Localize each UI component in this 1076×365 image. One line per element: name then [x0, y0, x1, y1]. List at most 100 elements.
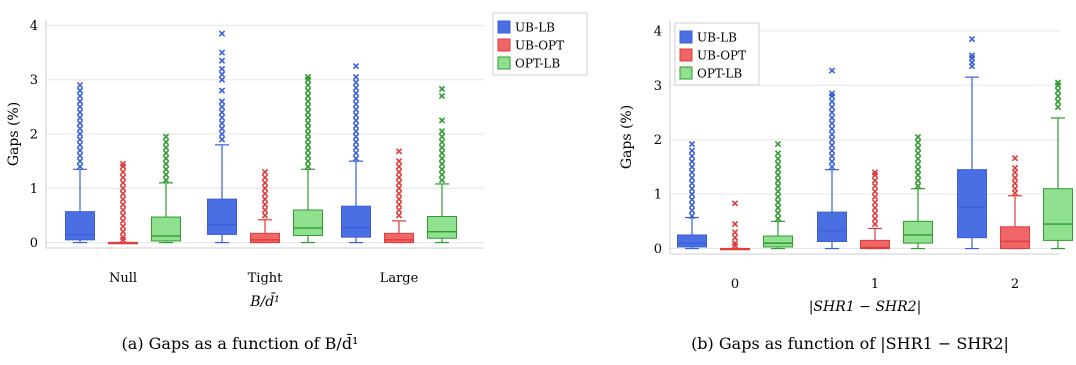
- box-iqr: [65, 211, 95, 241]
- outlier-point: [119, 201, 127, 208]
- outlier-point: [871, 204, 879, 211]
- outlier-point: [119, 185, 127, 192]
- outlier-point: [395, 206, 403, 214]
- outlier-point: [218, 65, 226, 73]
- outlier-point: [968, 35, 976, 43]
- box-opt-lb-0: [763, 140, 793, 250]
- outlier-point: [119, 179, 127, 187]
- outlier-point: [162, 144, 170, 151]
- outlier-point: [1011, 155, 1019, 162]
- outlier-point: [218, 103, 226, 111]
- box-iqr: [957, 169, 987, 239]
- box-ub-lb-2: [957, 35, 987, 250]
- outlier-point: [914, 177, 922, 184]
- outlier-point: [261, 206, 269, 214]
- outlier-point: [828, 141, 836, 149]
- box-ub-opt-1: [860, 169, 890, 250]
- outlier-point: [828, 109, 836, 116]
- legend-swatch-opt-lb: [497, 56, 511, 70]
- outlier-point: [774, 140, 782, 148]
- outlier-point: [352, 95, 360, 102]
- box-iqr: [341, 205, 371, 238]
- outlier-point: [119, 174, 127, 181]
- outlier-point: [76, 109, 84, 116]
- outlier-point: [304, 152, 312, 159]
- legend-label: UB-OPT: [515, 39, 564, 53]
- box-ub-opt-null: [108, 160, 138, 245]
- box-ub-opt-0: [720, 200, 750, 251]
- outlier-point: [218, 98, 226, 105]
- box-opt-lb-large: [427, 85, 457, 244]
- box-ub-lb-0: [677, 140, 707, 250]
- outlier-point: [871, 169, 879, 176]
- outlier-point: [1011, 164, 1019, 172]
- x-tick-label: Tight: [248, 271, 284, 286]
- legend-label: OPT-LB: [515, 57, 560, 71]
- outlier-point: [352, 144, 360, 151]
- outlier-point: [688, 180, 696, 187]
- outlier-point: [162, 176, 170, 184]
- outlier-point: [774, 171, 782, 179]
- outlier-point: [774, 210, 782, 217]
- outlier-point: [871, 199, 879, 206]
- outlier-point: [731, 239, 739, 247]
- outlier-point: [774, 193, 782, 201]
- outlier-point: [731, 234, 739, 241]
- outlier-point: [395, 185, 403, 192]
- outlier-point: [119, 190, 127, 197]
- legend: UB-LB UB-OPT OPT-LB: [674, 22, 760, 86]
- outlier-point: [828, 98, 836, 105]
- outlier-point: [162, 138, 170, 146]
- outlier-point: [828, 152, 836, 160]
- outlier-point: [395, 179, 403, 187]
- outlier-point: [828, 131, 836, 138]
- outlier-point: [395, 168, 403, 176]
- outlier-point: [871, 182, 879, 190]
- outlier-point: [119, 228, 127, 235]
- outlier-point: [438, 128, 446, 135]
- outlier-point: [218, 136, 226, 143]
- outlier-point: [688, 169, 696, 176]
- box-iqr: [207, 198, 237, 235]
- outlier-point: [304, 141, 312, 149]
- outlier-point: [871, 215, 879, 222]
- box-ub-opt-large: [384, 148, 414, 244]
- outlier-point: [304, 81, 312, 89]
- outlier-point: [218, 130, 226, 138]
- outlier-point: [1011, 180, 1019, 187]
- outlier-point: [871, 177, 879, 184]
- outlier-point: [261, 212, 269, 219]
- y-tick-label: 1: [30, 182, 38, 197]
- outlier-point: [218, 57, 226, 64]
- y-axis-label: Gaps (%): [6, 102, 22, 166]
- outlier-point: [871, 188, 879, 195]
- outlier-point: [76, 81, 84, 89]
- y-tick-label: 2: [30, 128, 38, 143]
- outlier-point: [218, 119, 226, 127]
- outlier-point: [774, 150, 782, 157]
- outlier-point: [261, 174, 269, 181]
- outlier-point: [218, 76, 226, 83]
- outlier-point: [76, 152, 84, 159]
- outlier-point: [162, 166, 170, 173]
- outlier-point: [914, 161, 922, 168]
- outlier-point: [76, 125, 84, 132]
- outlier-point: [304, 92, 312, 100]
- outlier-point: [395, 212, 403, 219]
- outlier-point: [162, 171, 170, 178]
- box-iqr: [427, 216, 457, 239]
- legend-swatch-opt-lb: [679, 66, 693, 80]
- outlier-point: [352, 149, 360, 157]
- outlier-point: [395, 190, 403, 197]
- outlier-point: [395, 157, 403, 165]
- y-tick-label: 0: [30, 236, 38, 251]
- box-ub-lb-null: [65, 81, 95, 244]
- outlier-point: [1054, 93, 1062, 100]
- outlier-point: [261, 195, 269, 203]
- outlier-point: [352, 111, 360, 119]
- outlier-point: [871, 210, 879, 217]
- outlier-point: [352, 117, 360, 124]
- outlier-point: [119, 223, 127, 230]
- outlier-point: [828, 103, 836, 111]
